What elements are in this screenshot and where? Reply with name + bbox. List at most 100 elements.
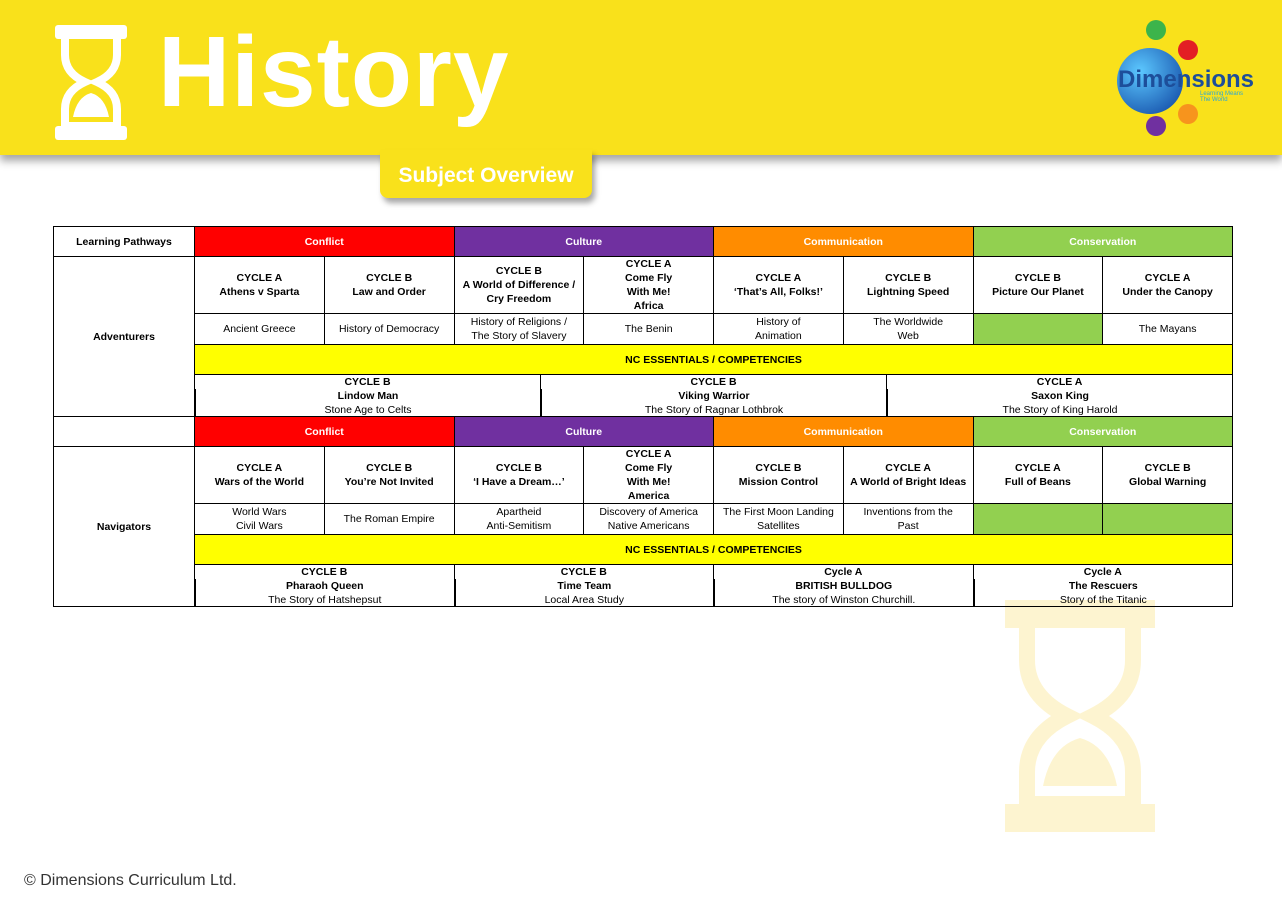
unit-cell: CYCLE A Full of Beans xyxy=(972,446,1104,504)
unit-cell: CYCLE A Under the Canopy xyxy=(1102,256,1234,314)
unit-title: Law and Order xyxy=(352,286,426,298)
unit-cycle: CYCLE B xyxy=(366,462,413,474)
topic-cell: History of Religions / The Story of Slav… xyxy=(453,313,585,345)
project-row: CYCLE B Pharaoh Queen The Story of Hatshep… xyxy=(54,564,1234,607)
unit-cycle: CYCLE B xyxy=(885,272,932,284)
unit-cell: CYCLE B Picture Our Planet xyxy=(972,256,1104,314)
topic-cell xyxy=(972,313,1104,345)
project-title: Pharaoh Queen xyxy=(195,578,454,593)
project-subtitle: The Story of Ragnar Lothbrok xyxy=(541,402,886,416)
unit-cell: CYCLE A Come Fly With Me! America xyxy=(583,446,715,504)
unit-title: Picture Our Planet xyxy=(992,286,1084,298)
empty-cell xyxy=(53,416,195,447)
unit-title: Full of Beans xyxy=(1004,476,1071,488)
pathway-header: Conflict xyxy=(194,226,455,257)
unit-cycle: CYCLE B xyxy=(1144,462,1191,474)
project-cycle: CYCLE A xyxy=(1036,375,1083,388)
topic-cell: World Wars Civil Wars xyxy=(194,503,325,535)
unit-title: Athens v Sparta xyxy=(219,286,300,298)
unit-cell: CYCLE B ‘I Have a Dream…’ xyxy=(453,446,585,504)
subtitle-tab: Subject Overview xyxy=(380,150,592,198)
project: Cycle A The Rescuers Story of the Titanic xyxy=(972,565,1232,606)
unit-cycle: CYCLE B xyxy=(366,272,413,284)
project-cycle: CYCLE B xyxy=(560,565,607,578)
essentials-cell: NC ESSENTIALS / COMPETENCIES xyxy=(193,534,1234,565)
project-cycle: CYCLE B xyxy=(690,375,737,388)
project-row: CYCLE B Lindow Man Stone Age to Celts CYCLE… xyxy=(54,374,1234,417)
title: History xyxy=(158,16,510,128)
project-title: Viking Warrior xyxy=(541,388,886,403)
overview-table: Learning Pathways Conflict Culture Communic… xyxy=(53,226,1234,607)
unit-cycle: CYCLE B xyxy=(1014,272,1061,284)
project-cell: CYCLE B Pharaoh Queen The Story of Hatshep… xyxy=(193,564,1234,607)
unit-cell: CYCLE B You’re Not Invited xyxy=(323,446,455,504)
unit-title: Come Fly With Me! America xyxy=(625,462,673,502)
pathway-header: Communication xyxy=(713,226,974,257)
logo-icons xyxy=(1146,20,1198,136)
group-name: Adventurers xyxy=(53,256,195,417)
unit-cycle: CYCLE A xyxy=(885,462,931,474)
project: Cycle A BRITISH BULLDOG The story of Winst… xyxy=(713,565,973,606)
project: CYCLE B Lindow Man Stone Age to Celts xyxy=(195,376,541,416)
essentials-row: NC ESSENTIALS / COMPETENCIES xyxy=(54,534,1234,565)
topic-cell: Discovery of America Native Americans xyxy=(583,503,715,535)
unit-title: Lightning Speed xyxy=(867,286,950,298)
pathway-header: Culture xyxy=(453,226,715,257)
unit-cycle: CYCLE B xyxy=(755,462,802,474)
unit-cell: CYCLE B Mission Control xyxy=(713,446,844,504)
essentials-row: NC ESSENTIALS / COMPETENCIES xyxy=(54,344,1234,375)
topic-cell: The Mayans xyxy=(1102,313,1234,345)
pathway-header: Conflict xyxy=(194,416,455,447)
unit-cell: CYCLE A A World of Bright Ideas xyxy=(842,446,974,504)
topic-cell: The Benin xyxy=(583,313,715,345)
pathway-row: Conflict Culture Communication Conservation xyxy=(53,416,1234,447)
pathway-header: Communication xyxy=(713,416,974,447)
topic-cell: The Worldwide Web xyxy=(842,313,974,345)
project-title: BRITISH BULLDOG xyxy=(714,578,973,593)
unit-title: Under the Canopy xyxy=(1122,286,1213,298)
unit-title: A World of Difference / Cry Freedom xyxy=(462,279,576,305)
project: CYCLE B Time Team Local Area Study xyxy=(453,565,714,606)
topic-row: Ancient Greece History of Democracy Histor… xyxy=(54,313,1234,345)
essentials-cell: NC ESSENTIALS / COMPETENCIES xyxy=(193,344,1234,375)
pathway-header: Conservation xyxy=(972,226,1234,257)
unit-cell: CYCLE A Come Fly With Me! Africa xyxy=(583,256,715,314)
unit-cycle: CYCLE B xyxy=(495,462,542,474)
project: CYCLE B Pharaoh Queen The Story of Hatshep… xyxy=(195,566,454,606)
unit-cell: CYCLE B Law and Order xyxy=(323,256,455,314)
corner-cell: Learning Pathways xyxy=(53,226,195,257)
project-subtitle: Local Area Study xyxy=(454,592,714,606)
unit-cell: CYCLE A Athens v Sparta xyxy=(194,256,325,314)
topic-cell: Apartheid Anti-Semitism xyxy=(453,503,585,535)
unit-title: Come Fly With Me! Africa xyxy=(625,272,673,312)
topic-cell: Ancient Greece xyxy=(194,313,325,345)
unit-row: Adventurers CYCLE A Athens v Sparta CYCLE B… xyxy=(53,256,1234,417)
project-subtitle: Stone Age to Celts xyxy=(195,402,541,416)
topic-cell: Inventions from the Past xyxy=(842,503,974,535)
topic-cell: The Roman Empire xyxy=(323,503,455,535)
project-title: Saxon King xyxy=(887,388,1231,403)
unit-title: You’re Not Invited xyxy=(344,476,434,488)
unit-cycle: CYCLE A xyxy=(625,258,672,270)
project-strip: CYCLE B Pharaoh Queen The Story of Hatshep… xyxy=(195,565,1232,606)
unit-cycle: CYCLE A xyxy=(236,272,283,284)
unit-cycle: CYCLE B xyxy=(495,265,542,277)
unit-cycle: CYCLE A xyxy=(1144,272,1191,284)
project-subtitle: Story of the Titanic xyxy=(973,592,1232,606)
unit-cycle: CYCLE A xyxy=(625,448,672,460)
project: CYCLE B Viking Warrior The Story of Ragnar… xyxy=(540,375,886,416)
unit-title: ‘I Have a Dream…’ xyxy=(473,476,565,488)
logo-globe xyxy=(1117,48,1183,114)
project-subtitle: The Story of King Harold xyxy=(887,402,1231,416)
topic-cell xyxy=(1102,503,1234,535)
topic-cell: History of Animation xyxy=(713,313,844,345)
logo-tagline: Learning Means The World xyxy=(1200,91,1244,103)
unit-cell: CYCLE B Lightning Speed xyxy=(842,256,974,314)
unit-title: Mission Control xyxy=(738,476,819,488)
topic-cell: The First Moon Landing Satellites xyxy=(713,503,844,535)
project-title: The Rescuers xyxy=(973,578,1232,593)
topic-cell: History of Democracy xyxy=(323,313,455,345)
topic-row: World Wars Civil Wars The Roman Empire Apa… xyxy=(54,503,1234,535)
unit-title: A World of Bright Ideas xyxy=(850,476,967,488)
group-name: Navigators xyxy=(53,446,195,607)
